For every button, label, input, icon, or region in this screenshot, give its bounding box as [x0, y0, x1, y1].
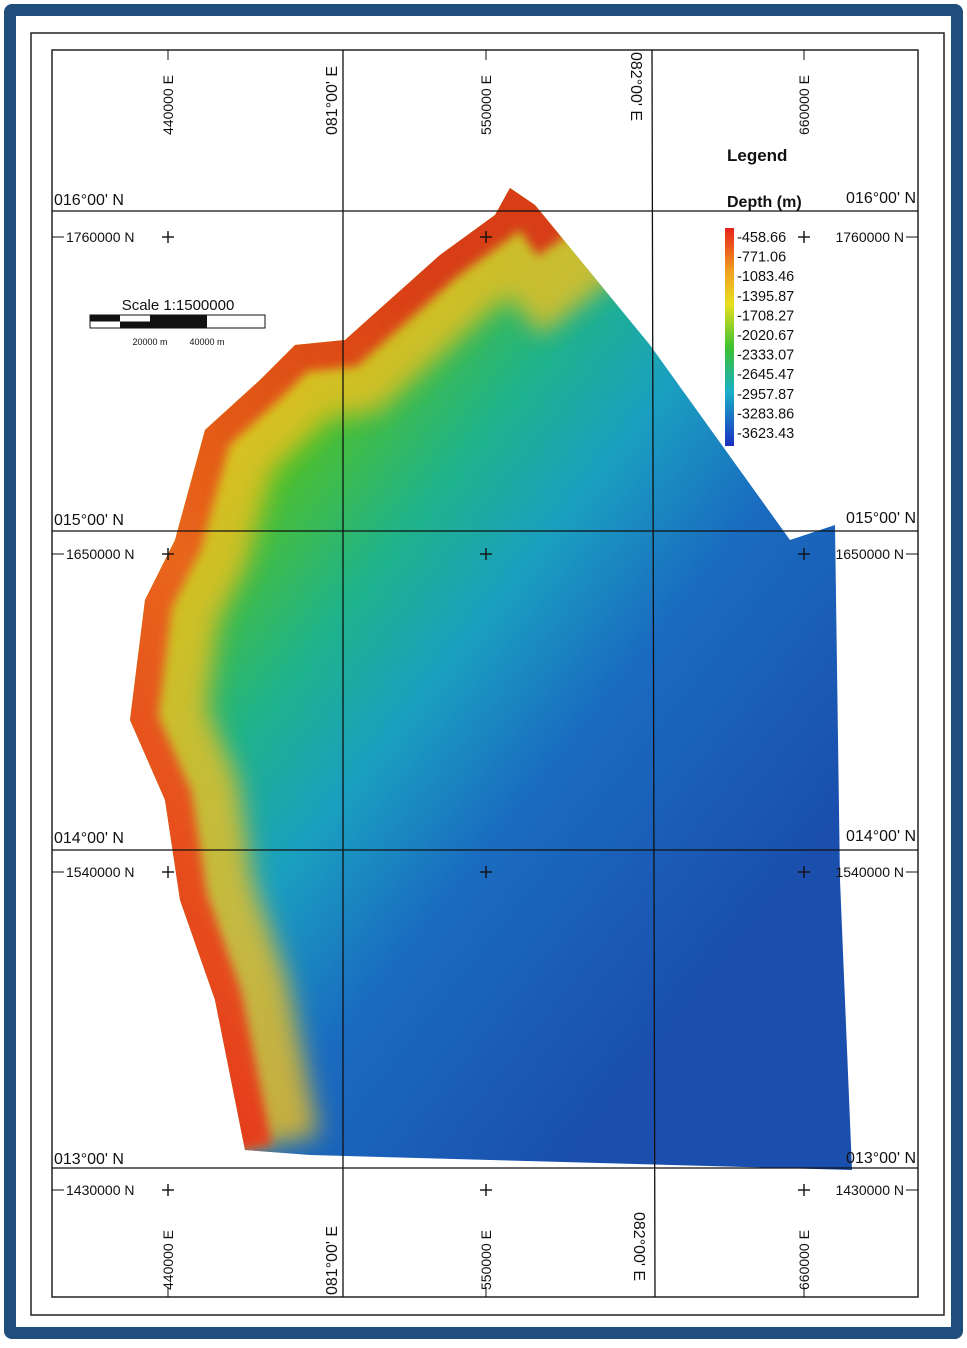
latitude-label: 013°00' N — [54, 1151, 124, 1168]
scale-segment — [150, 315, 207, 328]
legend-title: Legend — [727, 146, 787, 165]
scale-segment — [90, 315, 120, 322]
longitude-label: 082°00' E — [630, 1212, 647, 1281]
northing-label: 1760000 N — [66, 229, 135, 245]
easting-label: 550000 E — [478, 1230, 494, 1290]
longitude-label: 082°00' E — [627, 52, 644, 121]
northing-label: 1650000 N — [835, 546, 904, 562]
legend-class-label: -458.66 — [737, 230, 786, 246]
easting-label: 440000 E — [160, 75, 176, 135]
northing-label: 1540000 N — [66, 864, 135, 880]
latitude-label: 015°00' N — [54, 512, 124, 529]
northing-label: 1430000 N — [835, 1182, 904, 1198]
latitude-label: 015°00' N — [846, 510, 916, 527]
legend-class-label: -3623.43 — [737, 426, 794, 442]
legend-class-label: -1708.27 — [737, 308, 794, 324]
legend-class-label: -3283.86 — [737, 406, 794, 422]
easting-label: 660000 E — [796, 75, 812, 135]
easting-label: 660000 E — [796, 1230, 812, 1290]
longitude-label: 081°00' E — [324, 1226, 341, 1295]
easting-label: 440000 E — [160, 1230, 176, 1290]
legend-class-label: -2957.87 — [737, 387, 794, 403]
legend-class-label: -771.06 — [737, 250, 786, 266]
legend-class-label: -1083.46 — [737, 269, 794, 285]
latitude-label: 013°00' N — [846, 1150, 916, 1167]
map-figure: 081°00' E 082°00' E 081°00' E 082°00' E … — [0, 0, 967, 1343]
legend-field: Depth (m) — [727, 194, 802, 211]
northing-label: 1760000 N — [835, 229, 904, 245]
northing-label: 1650000 N — [66, 546, 135, 562]
legend-class-label: -2333.07 — [737, 348, 794, 364]
scale-label: 40000 m — [189, 337, 224, 347]
latitude-label: 016°00' N — [846, 190, 916, 207]
legend-class-label: -2020.67 — [737, 328, 794, 344]
latitude-label: 014°00' N — [846, 828, 916, 845]
longitude-label: 081°00' E — [324, 66, 341, 135]
latitude-label: 014°00' N — [54, 830, 124, 847]
easting-label: 550000 E — [478, 75, 494, 135]
northing-label: 1540000 N — [835, 864, 904, 880]
scale-title: Scale 1:1500000 — [122, 297, 235, 314]
legend-colorbar — [725, 228, 734, 446]
scale-label: 20000 m — [132, 337, 167, 347]
northing-label: 1430000 N — [66, 1182, 135, 1198]
scale-segment — [120, 322, 150, 329]
legend-class-label: -1395.87 — [737, 289, 794, 305]
latitude-label: 016°00' N — [54, 192, 124, 209]
legend-class-label: -2645.47 — [737, 367, 794, 383]
